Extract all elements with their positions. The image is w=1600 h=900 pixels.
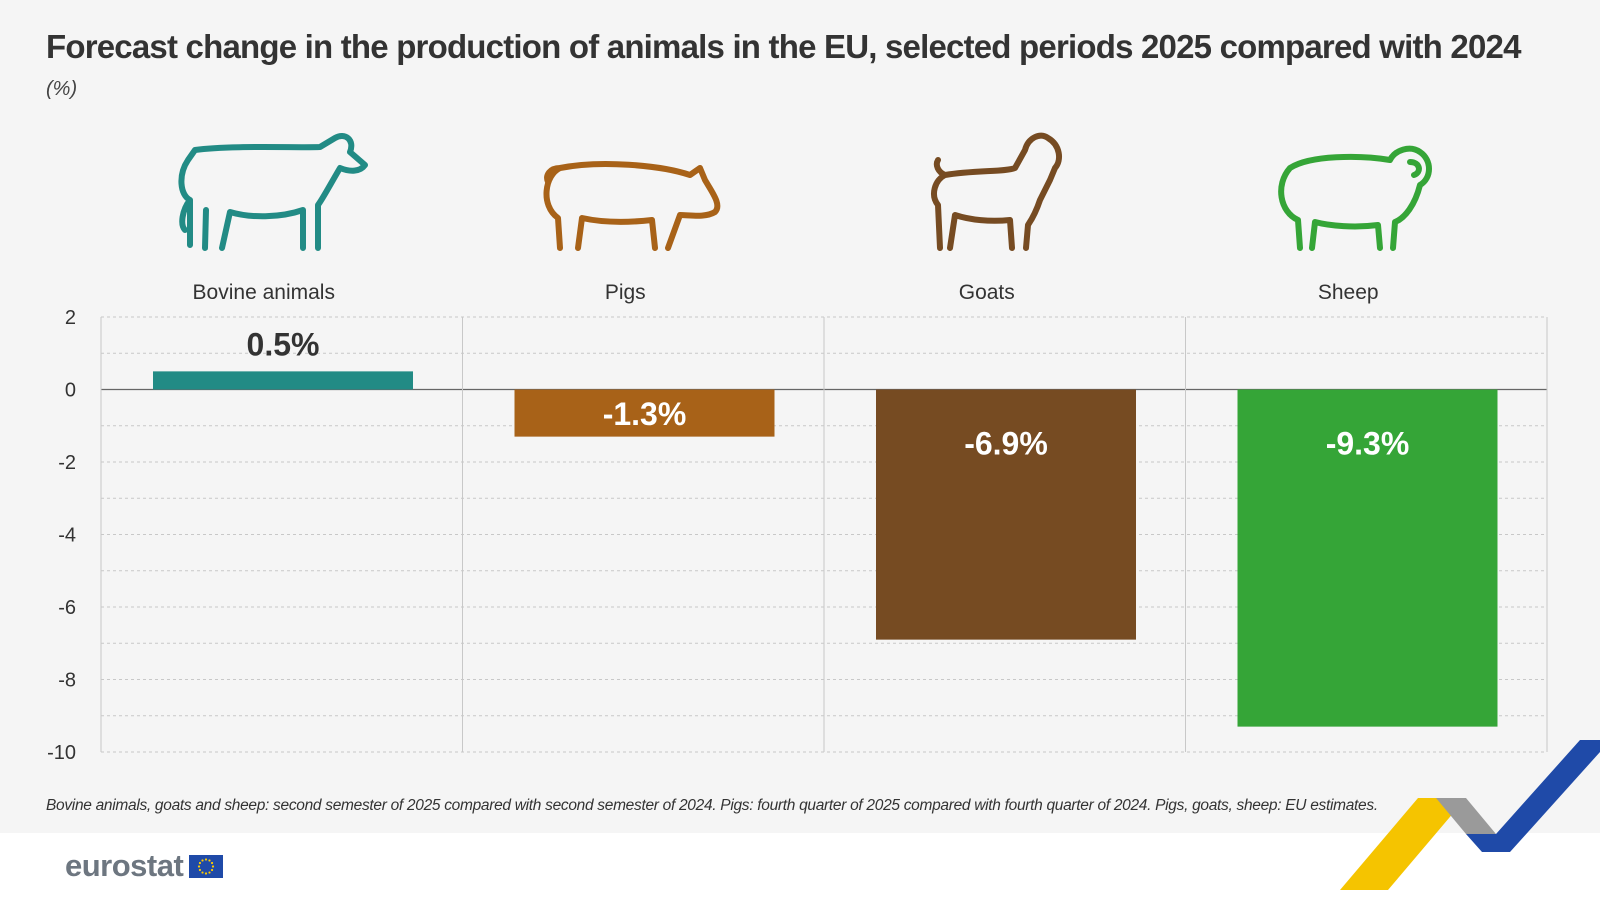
y-tick-label: 2 bbox=[65, 307, 76, 329]
bar-chart: 2 0 -2 -4 -6 -8 -10 Bovine animals Pigs Goats She… bbox=[47, 132, 1548, 764]
y-axis-ticks: 2 0 -2 -4 -6 -8 -10 bbox=[47, 307, 76, 764]
bar-sheep bbox=[1237, 389, 1498, 727]
category-label: Pigs bbox=[605, 281, 646, 304]
cow-icon bbox=[178, 132, 368, 251]
sheep-icon bbox=[1278, 145, 1432, 251]
eurostat-logo: eurostat bbox=[65, 848, 224, 884]
chart-title: Forecast change in the production of ani… bbox=[46, 28, 1521, 65]
y-tick-label: -10 bbox=[47, 742, 76, 764]
decorative-ribbon bbox=[1340, 740, 1600, 890]
data-labels: 0.5% -1.3% -6.9% -9.3% bbox=[247, 326, 1410, 461]
y-tick-label: 0 bbox=[65, 380, 76, 402]
y-tick-label: -2 bbox=[58, 452, 76, 474]
data-label: 0.5% bbox=[247, 326, 320, 362]
y-tick-label: -8 bbox=[58, 670, 76, 692]
y-tick-label: -6 bbox=[58, 597, 76, 619]
bar-goats bbox=[876, 389, 1136, 640]
eu-flag-icon bbox=[189, 854, 224, 878]
data-label: -9.3% bbox=[1326, 426, 1410, 462]
pig-icon bbox=[543, 161, 721, 251]
data-label: -6.9% bbox=[964, 426, 1048, 462]
category-label: Sheep bbox=[1318, 281, 1379, 304]
y-tick-label: -4 bbox=[58, 525, 76, 547]
category-labels: Bovine animals Pigs Goats Sheep bbox=[193, 281, 1379, 304]
bars bbox=[153, 371, 1498, 727]
bar-bovine bbox=[153, 371, 413, 390]
animal-icons bbox=[178, 132, 1432, 251]
logo-text: eurostat bbox=[65, 848, 184, 883]
category-label: Goats bbox=[959, 281, 1015, 304]
gridlines bbox=[100, 316, 1548, 753]
footnote: Bovine animals, goats and sheep: second … bbox=[46, 797, 1378, 814]
data-label: -1.3% bbox=[603, 396, 687, 432]
category-label: Bovine animals bbox=[193, 281, 335, 304]
unit-label: (%) bbox=[46, 78, 78, 100]
bar-pigs bbox=[514, 389, 775, 437]
goat-icon bbox=[931, 132, 1063, 251]
